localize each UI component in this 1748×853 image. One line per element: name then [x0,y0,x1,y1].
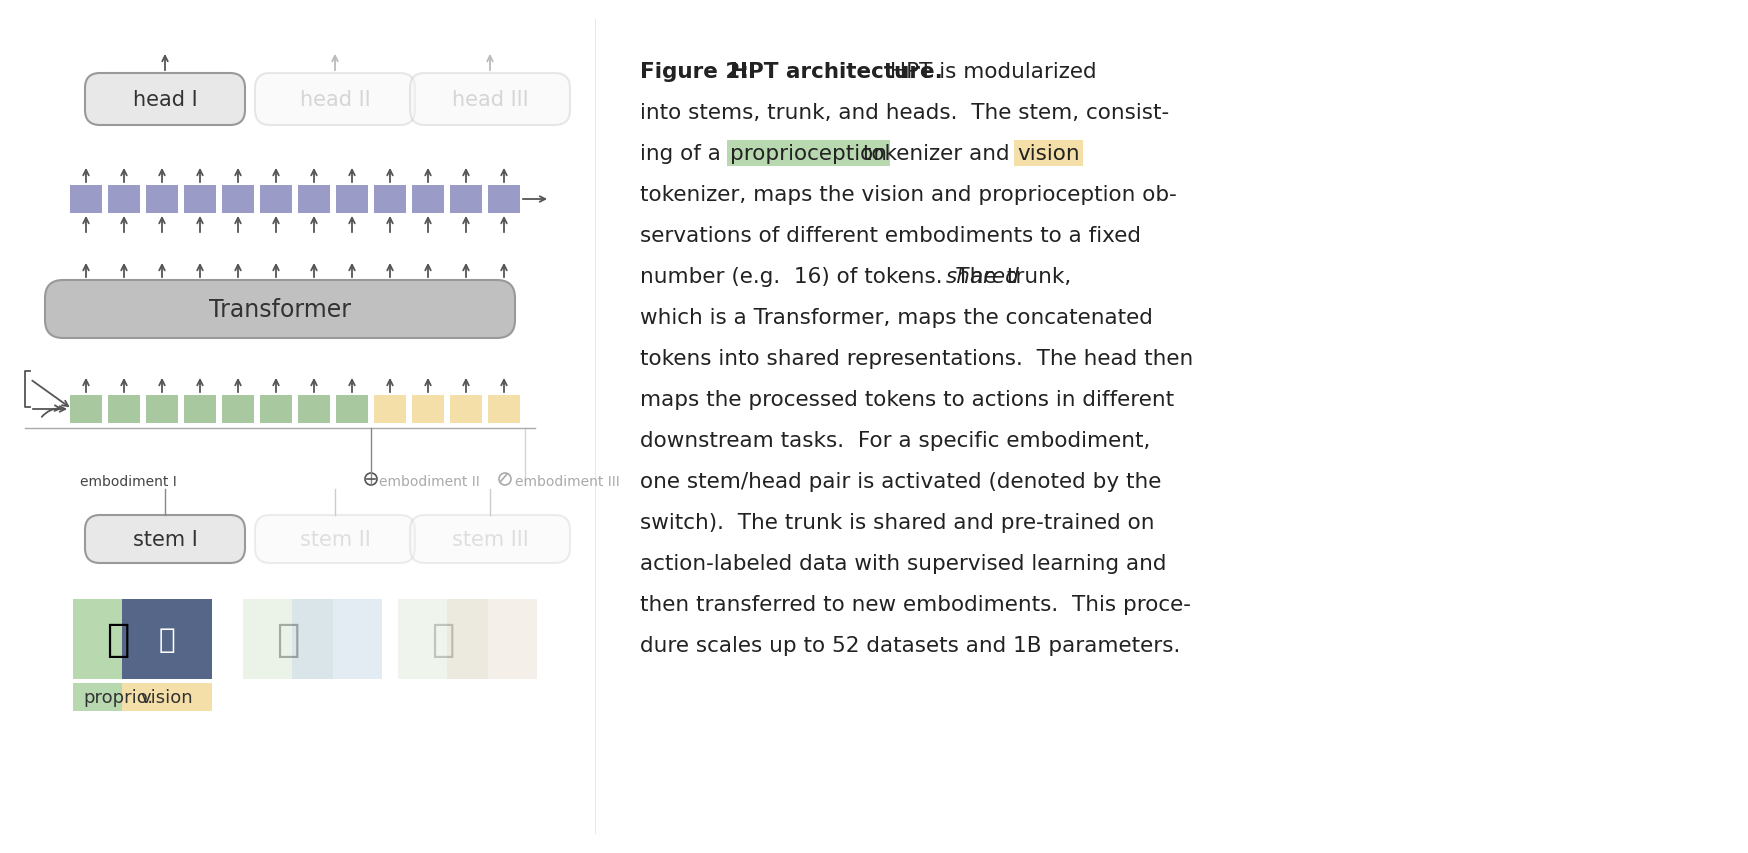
Text: then transferred to new embodiments.  This proce-: then transferred to new embodiments. Thi… [640,595,1190,614]
Bar [336,396,369,423]
Text: 🦾: 🦾 [432,620,454,659]
Text: proprioception: proprioception [731,144,886,164]
Bar [108,396,140,423]
Bar [399,600,488,679]
Text: 📷: 📷 [159,625,175,653]
Text: HPT architecture.: HPT architecture. [731,62,942,82]
FancyBboxPatch shape [411,515,570,563]
Text: embodiment I: embodiment I [80,474,177,489]
Text: stem II: stem II [299,530,371,549]
Text: vision: vision [1017,144,1080,164]
Text: head I: head I [133,90,198,110]
Text: into stems, trunk, and heads.  The stem, consist-: into stems, trunk, and heads. The stem, … [640,103,1169,123]
Bar [184,396,217,423]
Bar [447,600,537,679]
Bar [374,186,406,214]
Text: switch).  The trunk is shared and pre-trained on: switch). The trunk is shared and pre-tra… [640,513,1154,532]
Text: embodiment III: embodiment III [516,474,621,489]
Bar [222,186,253,214]
Bar [260,396,292,423]
Text: downstream tasks.  For a specific embodiment,: downstream tasks. For a specific embodim… [640,431,1150,450]
Text: shared: shared [946,267,1019,287]
Text: tokenizer, maps the vision and proprioception ob-: tokenizer, maps the vision and proprioce… [640,185,1176,205]
Text: stem III: stem III [451,530,528,549]
Bar [184,186,217,214]
FancyBboxPatch shape [411,74,570,126]
Bar [297,186,330,214]
Bar [73,600,163,679]
Text: embodiment II: embodiment II [379,474,479,489]
Text: number (e.g.  16) of tokens.  The: number (e.g. 16) of tokens. The [640,267,1003,287]
Bar [336,186,369,214]
Bar [449,186,482,214]
FancyBboxPatch shape [255,515,414,563]
Bar [122,683,212,711]
Text: Transformer: Transformer [210,298,351,322]
Text: maps the processed tokens to actions in different: maps the processed tokens to actions in … [640,390,1175,409]
Bar [70,396,101,423]
Bar [488,186,519,214]
Text: action-labeled data with supervised learning and: action-labeled data with supervised lear… [640,554,1166,573]
Bar [147,396,178,423]
FancyBboxPatch shape [255,74,414,126]
Text: dure scales up to 52 datasets and 1B parameters.: dure scales up to 52 datasets and 1B par… [640,635,1180,655]
Bar [297,396,330,423]
Bar [73,683,163,711]
Text: which is a Transformer, maps the concatenated: which is a Transformer, maps the concate… [640,308,1154,328]
Bar [222,396,253,423]
Text: 🦾: 🦾 [107,620,129,659]
Text: ing of a: ing of a [640,144,734,164]
Bar [374,396,406,423]
Bar [243,600,334,679]
Text: trunk,: trunk, [1000,267,1072,287]
Text: head III: head III [451,90,528,110]
Text: proprio.: proprio. [82,688,154,706]
Bar [122,600,212,679]
Text: tokenizer and a: tokenizer and a [857,144,1044,164]
Text: Figure 2:: Figure 2: [640,62,757,82]
FancyBboxPatch shape [45,281,516,339]
Bar [70,186,101,214]
Text: HPT is modularized: HPT is modularized [883,62,1096,82]
Bar [449,396,482,423]
Text: servations of different embodiments to a fixed: servations of different embodiments to a… [640,226,1141,246]
Text: vision: vision [140,688,194,706]
Bar [488,396,519,423]
Text: stem I: stem I [133,530,198,549]
Bar [260,186,292,214]
Text: 🦾: 🦾 [276,620,299,659]
Bar [413,186,444,214]
Bar [292,600,383,679]
Text: tokens into shared representations.  The head then: tokens into shared representations. The … [640,349,1194,368]
Text: head II: head II [299,90,371,110]
Bar [108,186,140,214]
Bar [413,396,444,423]
FancyBboxPatch shape [86,74,245,126]
FancyBboxPatch shape [86,515,245,563]
Bar [147,186,178,214]
Text: one stem/head pair is activated (denoted by the: one stem/head pair is activated (denoted… [640,472,1161,491]
